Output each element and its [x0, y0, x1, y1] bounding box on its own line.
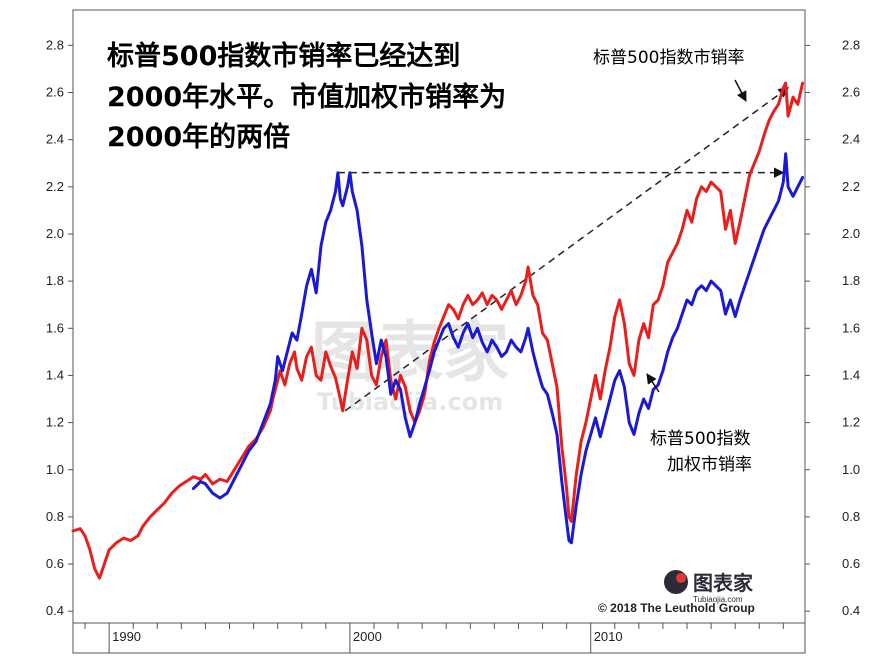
y-axis-right: 0.4 0.6 0.8 1.0 1.2 1.4 1.6 1.8 2.0 2.2 2.4 2.6 2.8	[805, 37, 860, 618]
y-tick-label-left: 1.4	[46, 367, 64, 382]
reference-lines	[337, 87, 789, 412]
red-label-pointer	[734, 79, 747, 102]
y-tick-label-right: 1.6	[842, 320, 860, 335]
x-axis-strip	[72, 622, 806, 654]
blue-series-label-line1: 标普500指数	[650, 429, 750, 449]
y-tick-label-left: 1.8	[46, 273, 64, 288]
y-tick-label-left: 0.4	[46, 603, 64, 618]
watermark: 图表家 Tubiaojia.com	[311, 314, 509, 416]
brand-logo-text: 图表家	[693, 571, 754, 595]
x-axis: 1990 2000 2010	[84, 623, 784, 653]
brand-logo-icon-accent	[676, 573, 686, 583]
y-tick-label-right: 2.8	[842, 37, 860, 52]
y-tick-label-right: 2.2	[842, 179, 860, 194]
x-tick-label: 2010	[594, 629, 623, 644]
y-tick-label-right: 0.6	[842, 556, 860, 571]
y-tick-label-right: 1.2	[842, 415, 860, 430]
y-tick-label-left: 1.0	[46, 462, 64, 477]
y-tick-label-right: 1.4	[842, 367, 860, 382]
title-line-2: 2000年水平。市值加权市销率为	[107, 81, 506, 113]
title-line-3: 2000年的两倍	[107, 121, 290, 153]
title-line-1: 标普500指数市销率已经达到	[107, 40, 460, 72]
y-tick-label-right: 1.8	[842, 273, 860, 288]
x-tick-label: 2000	[353, 629, 382, 644]
y-tick-label-left: 2.2	[46, 179, 64, 194]
reference-line	[344, 87, 789, 412]
blue-label-pointer	[646, 373, 660, 393]
plot-frame	[72, 9, 806, 624]
series-line-red	[71, 81, 805, 580]
brand-logo-icon	[664, 570, 688, 594]
chart-title: 标普500指数市销率已经达到 2000年水平。市值加权市销率为 2000年的两倍	[107, 40, 506, 153]
brand-logo: 图表家 Tubiaojia.com	[664, 570, 754, 604]
y-tick-label-left: 0.8	[46, 509, 64, 524]
x-tick-label: 1990	[112, 629, 141, 644]
y-tick-label-right: 2.0	[842, 226, 860, 241]
brand-logo-url: Tubiaojia.com	[693, 595, 743, 604]
y-tick-label-right: 2.4	[842, 132, 860, 147]
red-series-label: 标普500指数市销率	[593, 48, 744, 68]
y-tick-label-right: 0.8	[842, 509, 860, 524]
y-tick-label-left: 1.2	[46, 415, 64, 430]
copyright: © 2018 The Leuthold Group	[598, 601, 755, 615]
y-axis-left: 0.4 0.6 0.8 1.0 1.2 1.4 1.6 1.8 2.0 2.2 2.4 2.6 2.8	[46, 37, 73, 618]
y-tick-label-left: 0.6	[46, 556, 64, 571]
y-tick-label-left: 2.4	[46, 132, 64, 147]
y-tick-label-left: 2.0	[46, 226, 64, 241]
watermark-brand: 图表家	[311, 314, 509, 391]
y-tick-label-left: 2.6	[46, 85, 64, 100]
series-line-blue	[191, 152, 805, 545]
blue-series-label-line2: 加权市销率	[667, 455, 752, 475]
y-tick-label-right: 2.6	[842, 85, 860, 100]
y-tick-label-right: 1.0	[842, 462, 860, 477]
y-tick-label-right: 0.4	[842, 603, 860, 618]
series-layer	[71, 81, 805, 580]
y-tick-label-left: 1.6	[46, 320, 64, 335]
y-tick-label-left: 2.8	[46, 37, 64, 52]
